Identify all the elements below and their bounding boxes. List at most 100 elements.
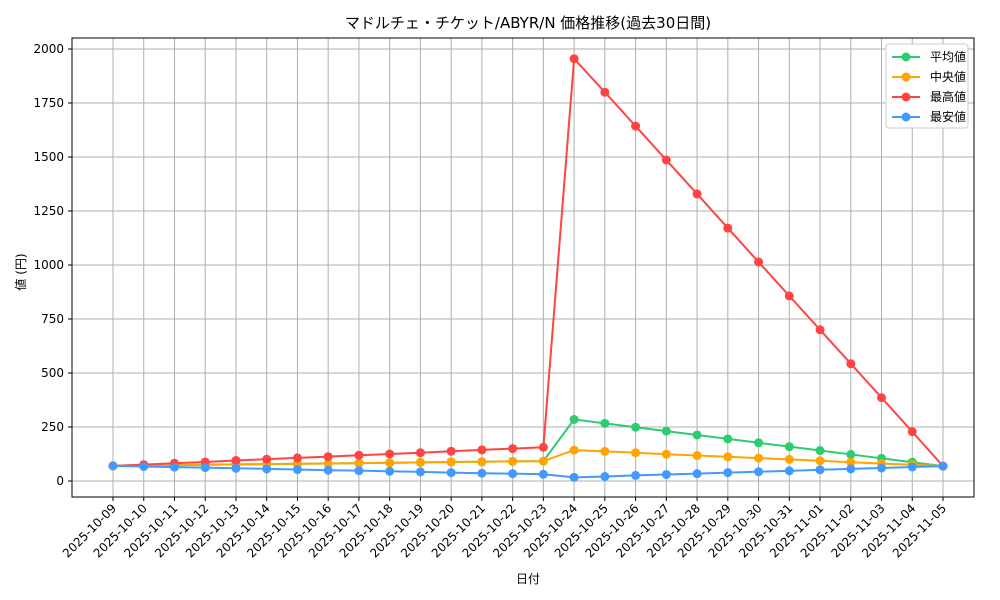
data-point <box>600 418 610 428</box>
series-最高値 <box>108 54 948 471</box>
data-point <box>815 446 825 456</box>
data-point <box>877 393 887 403</box>
series-line <box>112 56 944 467</box>
data-point <box>877 463 887 473</box>
data-point <box>661 155 671 165</box>
data-point <box>846 449 856 459</box>
data-point <box>723 468 733 478</box>
data-point <box>631 470 641 480</box>
data-point <box>661 426 671 436</box>
y-tick-label: 1750 <box>33 96 64 110</box>
chart-title: マドルチェ・チケット/ABYR/N 価格推移(過去30日間) <box>345 14 711 32</box>
data-point <box>784 454 794 464</box>
data-point <box>569 472 579 482</box>
data-point <box>446 468 456 478</box>
data-point <box>846 359 856 369</box>
data-point <box>385 458 395 468</box>
legend-marker <box>901 52 911 62</box>
series-最安値 <box>108 461 948 482</box>
data-point <box>323 459 333 469</box>
data-point <box>262 454 272 464</box>
legend-marker <box>901 92 911 102</box>
data-point <box>569 445 579 455</box>
legend-label: 中央値 <box>930 69 966 84</box>
data-point <box>508 456 518 466</box>
data-point <box>200 463 210 473</box>
y-tick-label: 1250 <box>33 204 64 218</box>
data-point <box>323 465 333 475</box>
y-tick-label: 1500 <box>33 150 64 164</box>
data-point <box>446 457 456 467</box>
series-line <box>112 449 944 468</box>
data-point <box>231 463 241 473</box>
data-point <box>385 449 395 459</box>
data-point <box>600 87 610 97</box>
data-point <box>815 465 825 475</box>
data-point <box>631 422 641 432</box>
data-point <box>569 54 579 64</box>
legend-label: 最高値 <box>930 89 966 104</box>
plot-frame <box>71 37 975 498</box>
legend-box <box>885 43 969 129</box>
data-point <box>538 442 548 452</box>
y-tick-label: 500 <box>41 366 64 380</box>
data-point <box>508 469 518 479</box>
data-point <box>292 465 302 475</box>
y-tick-label: 1000 <box>33 258 64 272</box>
data-point <box>661 470 671 480</box>
series-line <box>112 464 944 479</box>
data-point <box>415 457 425 467</box>
data-point <box>354 450 364 460</box>
data-point <box>723 452 733 462</box>
data-point <box>600 446 610 456</box>
y-tick-label: 2000 <box>33 42 64 56</box>
data-point <box>477 457 487 467</box>
data-point <box>108 461 118 471</box>
data-point <box>139 462 149 472</box>
data-point <box>938 461 948 471</box>
y-tick-label: 750 <box>41 312 64 326</box>
data-point <box>692 469 702 479</box>
data-point <box>692 430 702 440</box>
data-point <box>846 464 856 474</box>
data-point <box>723 434 733 444</box>
data-point <box>415 467 425 477</box>
data-point <box>354 466 364 476</box>
data-point <box>631 448 641 458</box>
legend-marker <box>901 72 911 82</box>
data-point <box>323 452 333 462</box>
data-point <box>815 325 825 335</box>
data-point <box>477 445 487 455</box>
data-point <box>385 466 395 476</box>
y-tick-label: 250 <box>41 420 64 434</box>
data-point <box>477 468 487 478</box>
data-point <box>631 121 641 131</box>
data-point <box>815 456 825 466</box>
data-point <box>231 455 241 465</box>
data-point <box>784 442 794 452</box>
data-point <box>446 446 456 456</box>
data-point <box>569 414 579 424</box>
data-point <box>538 456 548 466</box>
data-point <box>784 466 794 476</box>
data-point <box>907 462 917 472</box>
y-axis-label: 値 (円) <box>13 253 28 290</box>
legend-label: 最安値 <box>930 109 966 124</box>
legend-label: 平均値 <box>930 49 966 64</box>
data-point <box>262 464 272 474</box>
data-point <box>692 189 702 199</box>
data-point <box>415 448 425 458</box>
data-point <box>754 438 764 448</box>
data-point <box>784 291 794 301</box>
data-point <box>508 444 518 454</box>
data-point <box>723 223 733 233</box>
data-point <box>538 469 548 479</box>
data-point <box>354 458 364 468</box>
data-point <box>754 257 764 267</box>
data-point <box>754 467 764 477</box>
data-point <box>754 453 764 463</box>
legend-marker <box>901 112 911 122</box>
data-point <box>600 471 610 481</box>
